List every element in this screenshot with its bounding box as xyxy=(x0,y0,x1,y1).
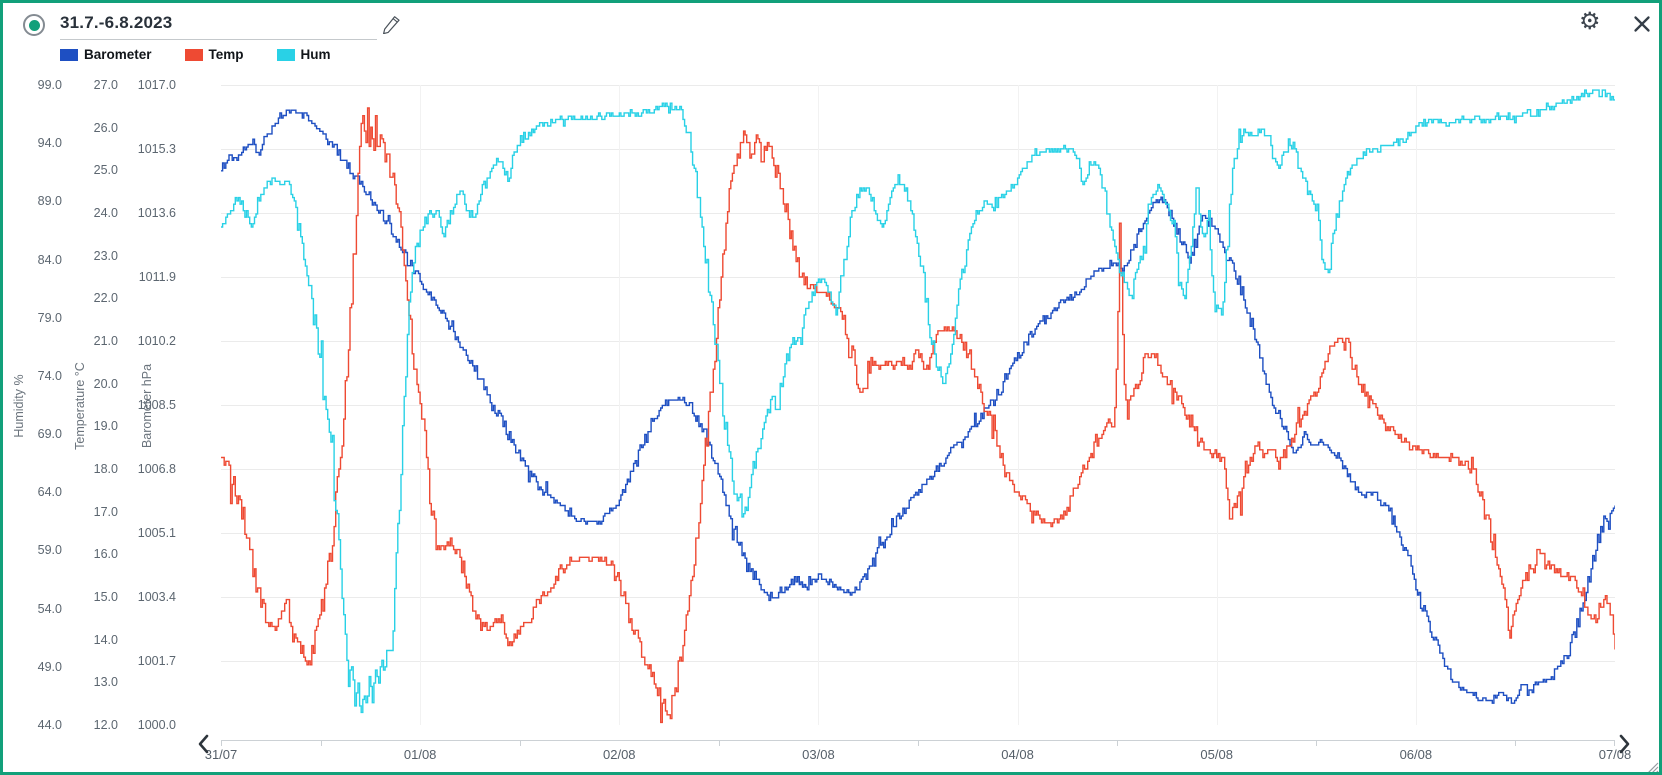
series-line-hum xyxy=(221,89,1615,714)
legend-item-barometer[interactable]: Barometer xyxy=(60,47,152,62)
chart-plot[interactable] xyxy=(221,85,1615,725)
x-axis-tick xyxy=(718,740,720,746)
legend-swatch-icon xyxy=(184,48,203,61)
y-tick-label: 79.0 xyxy=(37,310,62,325)
y-tick-label: 1006.8 xyxy=(137,462,176,476)
x-axis-tick xyxy=(1515,740,1517,746)
chevron-right-icon[interactable] xyxy=(1616,733,1632,755)
y-tick-label: 13.0 xyxy=(93,675,118,690)
record-dot-icon xyxy=(28,19,40,31)
y-tick-label: 59.0 xyxy=(37,543,62,558)
y-tick-label: 99.0 xyxy=(37,78,62,92)
axis-title-temperature: Temperature °C xyxy=(73,362,87,450)
y-tick-label: 1005.1 xyxy=(137,526,176,540)
x-tick-label: 04/08 xyxy=(1001,747,1034,762)
y-tick-label: 23.0 xyxy=(93,248,118,263)
y-tick-label: 17.0 xyxy=(93,504,118,519)
y-tick-label: 54.0 xyxy=(37,601,62,616)
x-tick-label: 05/08 xyxy=(1200,747,1233,762)
y-tick-label: 22.0 xyxy=(93,291,118,306)
date-range-underline xyxy=(60,39,377,40)
y-tick-label: 24.0 xyxy=(93,206,118,220)
y-tick-label: 69.0 xyxy=(37,427,62,442)
x-tick-label: 01/08 xyxy=(403,747,437,762)
x-tick-label: 06/08 xyxy=(1399,747,1433,762)
series-line-barometer xyxy=(221,109,1615,704)
y-tick-label: 1017.0 xyxy=(137,78,176,92)
y-tick-label: 1008.5 xyxy=(137,398,176,412)
close-icon[interactable] xyxy=(1633,15,1651,33)
y-tick-label: 74.0 xyxy=(37,368,62,383)
y-tick-label: 16.0 xyxy=(93,547,118,562)
x-axis-tick xyxy=(1614,740,1615,746)
x-axis-tick xyxy=(519,740,521,746)
legend-item-hum[interactable]: Hum xyxy=(276,47,331,62)
legend-label: Hum xyxy=(300,47,331,62)
record-icon[interactable] xyxy=(23,14,45,36)
gear-icon[interactable]: ⚙ xyxy=(1579,8,1601,35)
x-axis-tick xyxy=(320,740,322,746)
y-tick-label: 1011.9 xyxy=(138,270,176,284)
legend-label: Barometer xyxy=(84,47,152,62)
y-tick-label: 26.0 xyxy=(93,120,118,135)
y-tick-label: 21.0 xyxy=(93,334,118,348)
axis-title-humidity: Humidity % xyxy=(12,374,26,438)
y-tick-label: 25.0 xyxy=(93,163,118,178)
y-tick-label: 1001.7 xyxy=(137,654,176,668)
x-tick-label: 03/08 xyxy=(802,747,835,762)
y-tick-label: 44.0 xyxy=(37,718,62,732)
x-axis-tick xyxy=(221,740,222,746)
x-tick-label: 02/08 xyxy=(603,747,636,762)
y-tick-label: 15.0 xyxy=(93,590,118,604)
y-tick-label: 14.0 xyxy=(93,632,118,647)
legend-item-temp[interactable]: Temp xyxy=(184,47,244,62)
y-tick-label: 64.0 xyxy=(37,485,62,500)
date-range-title[interactable]: 31.7.-6.8.2023 xyxy=(60,13,173,32)
chevron-left-icon[interactable] xyxy=(196,733,212,755)
y-tick-label: 84.0 xyxy=(37,252,62,267)
y-tick-label: 49.0 xyxy=(37,659,62,674)
y-tick-label: 12.0 xyxy=(93,718,118,732)
y-tick-label: 1003.4 xyxy=(137,590,176,604)
y-tick-label: 27.0 xyxy=(93,78,118,92)
y-tick-label: 1013.6 xyxy=(137,206,176,220)
y-tick-label: 89.0 xyxy=(37,194,62,209)
x-axis-tick xyxy=(1117,740,1119,746)
y-tick-label: 1015.3 xyxy=(137,142,176,156)
legend-label: Temp xyxy=(208,47,244,62)
x-axis-tick xyxy=(1316,740,1318,746)
y-tick-label: 1000.0 xyxy=(137,718,176,732)
pencil-icon[interactable] xyxy=(382,15,401,34)
y-tick-label: 19.0 xyxy=(93,419,118,434)
legend-swatch-icon xyxy=(276,48,295,61)
y-tick-label: 18.0 xyxy=(93,462,118,476)
legend: Barometer Temp Hum xyxy=(60,47,331,62)
y-tick-label: 1010.2 xyxy=(137,334,176,348)
x-axis-tick xyxy=(918,740,919,746)
y-tick-label: 94.0 xyxy=(37,136,62,151)
resize-handle-icon[interactable] xyxy=(1644,759,1659,774)
x-tick-label: 31/07 xyxy=(204,747,238,762)
series-line-temp xyxy=(221,107,1615,724)
legend-swatch-icon xyxy=(60,48,78,61)
y-tick-label: 20.0 xyxy=(93,376,118,391)
